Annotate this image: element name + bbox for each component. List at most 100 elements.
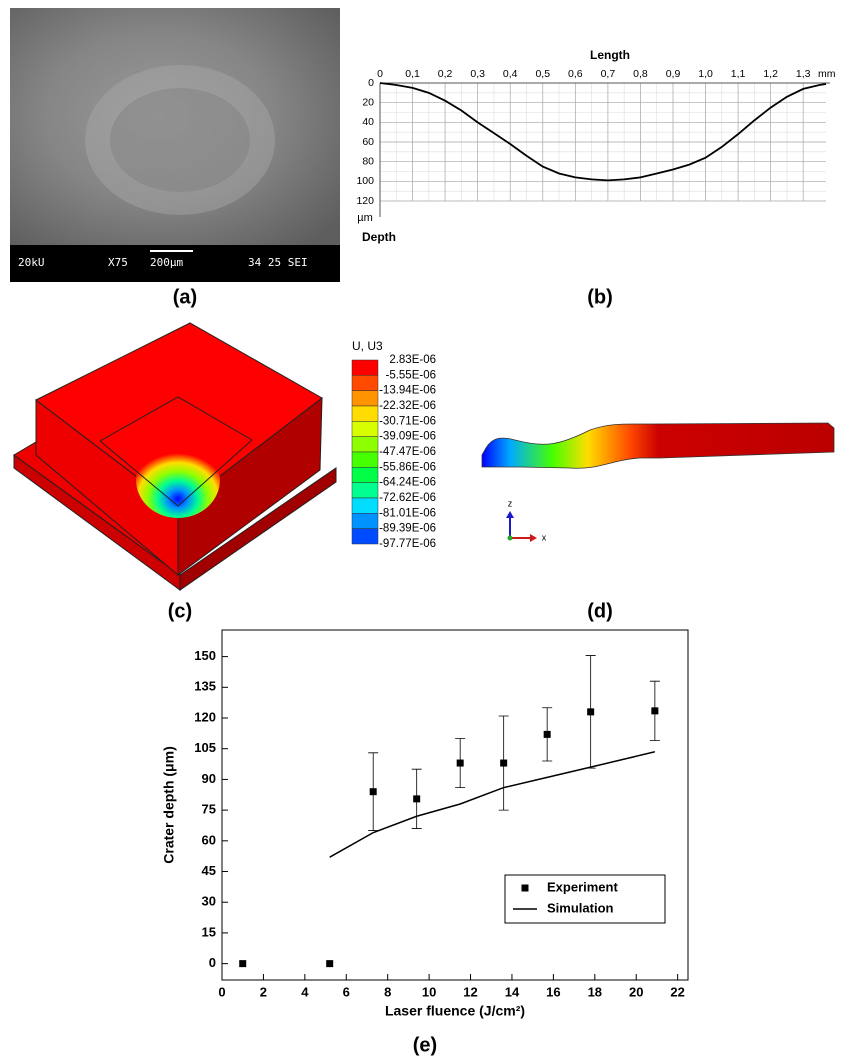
x-tick-label: 0,2 <box>438 68 453 80</box>
profile-chart: 0 0,1 0,2 0,3 0,4 0,5 0,6 0,7 0,8 0,9 1,0 1,1 1,2 1,3… <box>356 48 835 244</box>
y-tick-label: 15 <box>202 924 216 939</box>
contour-level: -72.62E-06 <box>379 492 436 504</box>
x-tick-label: 0,8 <box>633 68 648 80</box>
x-tick-label: 1,2 <box>763 68 778 80</box>
panel-label: (d) <box>587 600 613 622</box>
triad-origin <box>507 535 513 541</box>
contour-swatch <box>351 451 379 468</box>
legend-label: Experiment <box>547 879 618 894</box>
x-tick-label: 6 <box>343 984 350 999</box>
contour-swatch <box>351 513 379 529</box>
x-tick-label: 1,1 <box>731 68 746 80</box>
data-point <box>239 960 247 968</box>
data-point <box>413 795 421 803</box>
data-point <box>326 960 334 968</box>
plot-frame <box>221 629 689 981</box>
fe-model <box>13 322 337 591</box>
crater-chart: 0 2 4 6 8 10 12 14 16 18 20 22 0 15 30 45 60 75 90 105 120 13… <box>161 629 689 1019</box>
cut-edge <box>99 439 253 507</box>
x-tick-label: 20 <box>629 984 643 999</box>
data-point <box>651 707 659 715</box>
sem-scale: 200µm <box>150 256 183 269</box>
contour-level: -39.09E-06 <box>379 431 436 443</box>
y-label: Crater depth (μm) <box>161 746 177 863</box>
simulation-line <box>329 751 656 858</box>
y-tick-label: 20 <box>362 96 374 108</box>
x-tick-label: 0,1 <box>405 68 420 80</box>
panel-label: (b) <box>587 286 613 308</box>
cut-edge <box>99 396 253 442</box>
contour-level: 2.83E-06 <box>389 354 436 366</box>
contour-level: -13.94E-06 <box>379 385 436 397</box>
data-point <box>369 788 377 796</box>
contour-level: -81.01E-06 <box>379 507 436 519</box>
contour-swatch <box>351 390 379 407</box>
legend-label: Simulation <box>547 900 614 915</box>
crater-contour <box>136 442 220 518</box>
data-point <box>500 759 508 767</box>
box-top <box>35 322 323 509</box>
x-tick-label: 0,7 <box>601 68 616 80</box>
y-tick-label: 80 <box>362 155 374 167</box>
y-tick-label: 0 <box>368 77 374 89</box>
contour-swatch <box>351 497 379 514</box>
x-tick-label: 16 <box>546 984 560 999</box>
legend-box <box>504 874 666 924</box>
y-tick-label: 100 <box>356 175 374 187</box>
contour-legend: 2.83E-06 -5.55E-06 -13.94E-06 -22.32E-06 -30… <box>351 354 436 550</box>
chart-title: Length <box>590 48 630 62</box>
panel-label: (a) <box>173 286 197 308</box>
panel-label: (e) <box>413 1034 437 1056</box>
x-tick-label: 18 <box>588 984 602 999</box>
y-label: Depth <box>362 230 396 244</box>
x-tick-label: 1,3 <box>796 68 811 80</box>
contour-swatch <box>351 436 379 453</box>
legend-marker <box>521 884 529 892</box>
y-tick-label: 60 <box>202 832 216 847</box>
plate-right <box>179 467 337 591</box>
contour-level: -64.24E-06 <box>379 477 436 489</box>
y-tick-label: 40 <box>362 116 374 128</box>
y-tick-label: 60 <box>362 136 374 148</box>
sem-voltage: 20kU <box>18 256 45 269</box>
contour-level: -47.47E-06 <box>379 446 436 458</box>
contour-swatch <box>351 467 379 483</box>
triad-z-label: z <box>508 498 513 508</box>
triad-x-label: x <box>542 532 547 542</box>
sem-id: 34 25 SEI <box>248 256 308 269</box>
triad-x-head <box>530 534 537 542</box>
y-tick-label: 75 <box>202 802 216 817</box>
x-tick-label: 10 <box>422 984 436 999</box>
x-tick-label: 0 <box>377 68 383 80</box>
x-tick-label: 22 <box>670 984 684 999</box>
x-tick-label: 0,3 <box>470 68 485 80</box>
contour-level: -97.77E-06 <box>379 538 436 550</box>
x-tick-label: 0,5 <box>535 68 550 80</box>
x-tick-label: 0,6 <box>568 68 583 80</box>
contour-swatch <box>351 375 379 391</box>
x-tick-label: 8 <box>384 984 391 999</box>
x-tick-label: 14 <box>505 984 520 999</box>
y-tick-label: 120 <box>194 709 216 724</box>
profile-line <box>379 82 827 182</box>
y-tick-label: 150 <box>194 648 216 663</box>
y-tick-label: 105 <box>194 740 216 755</box>
x-unit: mm <box>818 68 836 80</box>
contour-level: -5.55E-06 <box>385 369 436 381</box>
y-tick-label: 30 <box>202 894 216 909</box>
contour-level: -30.71E-06 <box>379 415 436 427</box>
x-tick-label: 2 <box>260 984 267 999</box>
deformed-section <box>481 422 835 469</box>
y-tick-label: 135 <box>194 679 216 694</box>
contour-swatch <box>351 482 379 499</box>
y-unit: µm <box>357 212 373 224</box>
contour-title: U, U3 <box>352 339 383 353</box>
contour-swatch <box>351 528 379 545</box>
contour-level: -89.39E-06 <box>379 523 436 535</box>
x-tick-label: 1,0 <box>698 68 713 80</box>
y-tick-label: 90 <box>202 771 216 786</box>
y-tick-label: 0 <box>209 955 216 970</box>
x-tick-label: 0,4 <box>503 68 518 80</box>
crater-center <box>110 88 250 192</box>
